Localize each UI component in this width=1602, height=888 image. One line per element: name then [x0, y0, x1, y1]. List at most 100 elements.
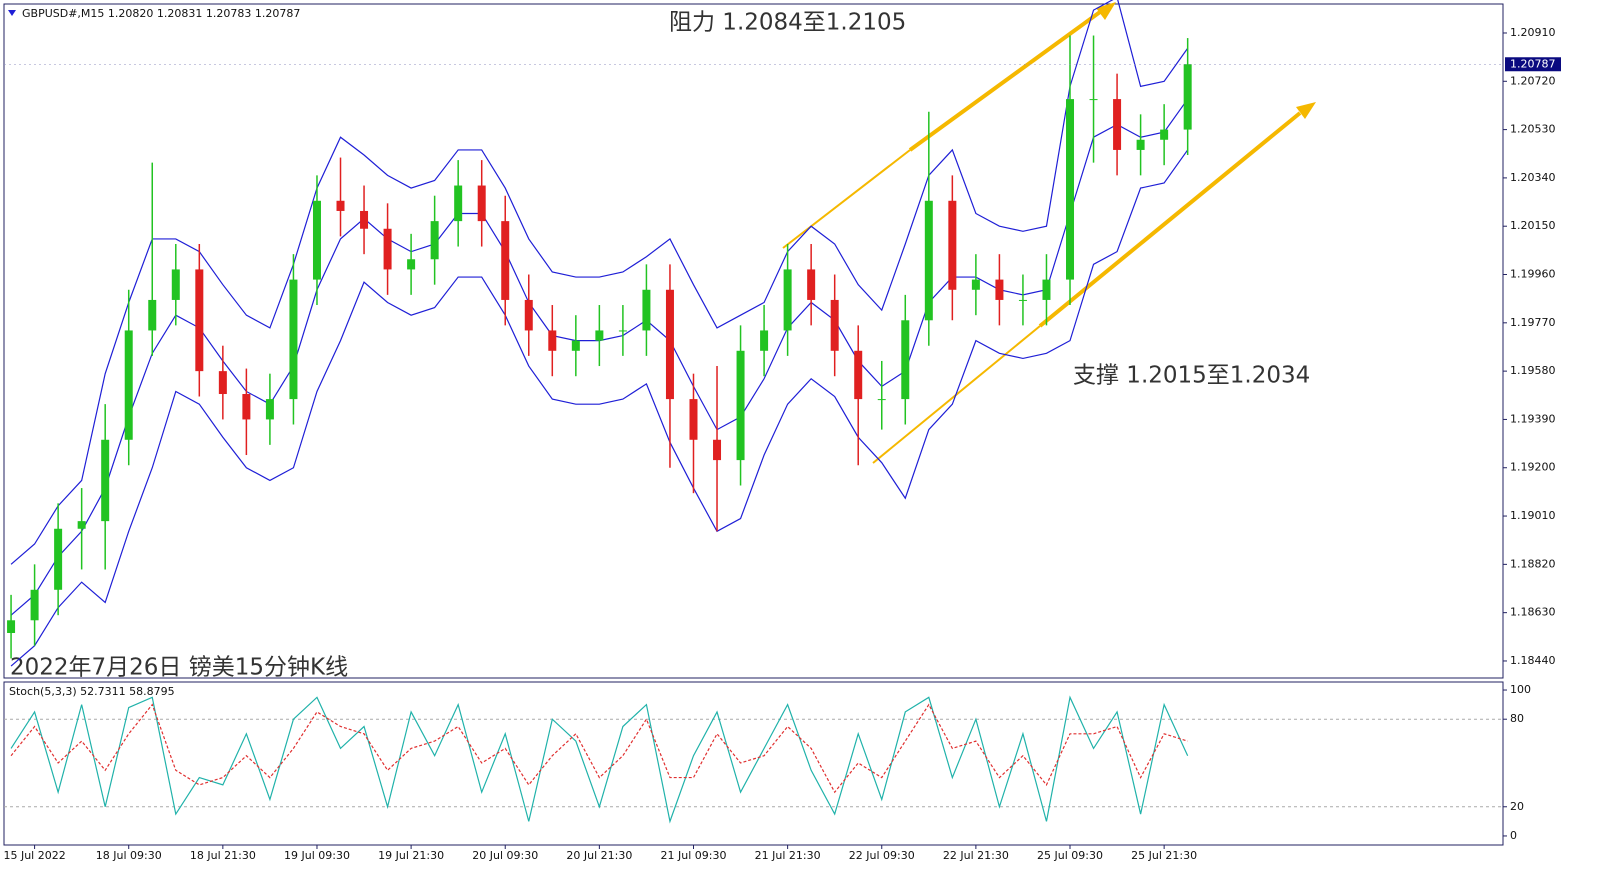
candle-body: [618, 330, 627, 332]
candle-body: [548, 330, 557, 351]
candle-body: [665, 289, 674, 400]
candle-body: [1183, 64, 1192, 130]
candle-body: [1113, 99, 1122, 150]
collapse-icon: [8, 10, 16, 16]
x-tick-label: 21 Jul 21:30: [755, 849, 821, 862]
candle-body: [1018, 299, 1027, 301]
price-tag-label: 1.20787: [1510, 57, 1556, 70]
chart-header: GBPUSD#,M15 1.20820 1.20831 1.20783 1.20…: [22, 7, 300, 20]
y-tick-label: 1.19580: [1510, 364, 1556, 377]
trend-lines: [782, 2, 1316, 464]
candle-body: [454, 185, 463, 222]
support-line: [1038, 111, 1302, 328]
candle-body: [407, 259, 416, 270]
x-tick-label: 22 Jul 21:30: [943, 849, 1009, 862]
y-tick-label: 1.18630: [1510, 606, 1556, 619]
x-tick-label: 18 Jul 21:30: [190, 849, 256, 862]
candle-body: [948, 200, 957, 290]
candle-body: [171, 269, 180, 300]
candle-body: [971, 279, 980, 290]
candle-body: [642, 289, 651, 331]
x-tick-label: 22 Jul 09:30: [849, 849, 915, 862]
y-tick-label: 0: [1510, 829, 1517, 842]
candle-body: [830, 299, 839, 351]
y-tick-label: 80: [1510, 712, 1524, 725]
candle-body: [571, 340, 580, 351]
x-tick-label: 15 Jul 2022: [3, 849, 65, 862]
candle-body: [1089, 99, 1098, 101]
y-tick-label: 1.20340: [1510, 171, 1556, 184]
candle-body: [54, 528, 63, 590]
x-tick-label: 25 Jul 21:30: [1131, 849, 1197, 862]
x-tick-label: 25 Jul 09:30: [1037, 849, 1103, 862]
support-note: 支撑 1.2015至1.2034: [1073, 363, 1310, 389]
resistance-line: [782, 149, 911, 249]
y-tick-label: 1.20720: [1510, 74, 1556, 87]
candle-body: [501, 221, 510, 300]
x-tick-label: 19 Jul 09:30: [284, 849, 350, 862]
x-tick-label: 19 Jul 21:30: [378, 849, 444, 862]
candle-body: [336, 200, 345, 211]
y-tick-label: 1.19770: [1510, 316, 1556, 329]
candle-body: [595, 330, 604, 341]
stoch-panel: [3, 681, 1504, 846]
y-tick-label: 20: [1510, 800, 1524, 813]
candle-body: [760, 330, 769, 351]
y-tick-label: 1.19200: [1510, 461, 1556, 474]
candle-body: [30, 589, 39, 621]
candle-body: [1160, 129, 1169, 140]
arrow-head: [1096, 2, 1116, 20]
candle-body: [1066, 99, 1075, 280]
candle-body: [101, 439, 110, 522]
x-tick-label: 18 Jul 09:30: [96, 849, 162, 862]
candle-body: [242, 394, 251, 420]
candle-body: [383, 228, 392, 270]
candle-body: [901, 320, 910, 400]
candle-body: [218, 371, 227, 395]
candle-body: [289, 279, 298, 400]
candle-body: [924, 200, 933, 321]
candle-body: [124, 330, 133, 440]
y-tick-label: 1.20150: [1510, 219, 1556, 232]
candle-body: [7, 620, 16, 633]
y-tick-label: 1.18440: [1510, 654, 1556, 667]
x-tick-label: 20 Jul 09:30: [472, 849, 538, 862]
candle-body: [265, 399, 274, 420]
x-tick-label: 20 Jul 21:30: [566, 849, 632, 862]
y-tick-label: 1.19010: [1510, 509, 1556, 522]
stoch-header: Stoch(5,3,3) 52.7311 58.8795: [9, 685, 175, 698]
candle-body: [77, 521, 86, 529]
candle-body: [360, 210, 369, 229]
candle-body: [430, 221, 439, 260]
candle-body: [524, 299, 533, 331]
candle-body: [736, 350, 745, 461]
price-tag: [1505, 57, 1561, 72]
candle-body: [689, 399, 698, 440]
y-tick-label: 100: [1510, 683, 1531, 696]
y-tick-label: 1.20530: [1510, 123, 1556, 136]
candle-body: [854, 350, 863, 400]
y-tick-label: 1.20910: [1510, 26, 1556, 39]
candle-body: [877, 399, 886, 401]
candle-body: [312, 200, 321, 280]
stoch-line: [10, 703, 1188, 794]
chart-caption: 2022年7月26日 镑美15分钟K线: [10, 655, 348, 681]
candle-body: [148, 299, 157, 331]
resistance-note: 阻力 1.2084至1.2105: [669, 10, 906, 36]
bollinger-band: [10, 0, 1189, 565]
candle-body: [995, 279, 1004, 300]
main-panel: [3, 3, 1504, 679]
candle-body: [477, 185, 486, 222]
candle-body: [1042, 279, 1051, 300]
candle-body: [807, 269, 816, 300]
stoch-line: [10, 695, 1189, 824]
candle-body: [783, 269, 792, 331]
candle-body: [195, 269, 204, 372]
y-tick-label: 1.18820: [1510, 557, 1556, 570]
y-tick-label: 1.19390: [1510, 412, 1556, 425]
resistance-line: [908, 10, 1102, 152]
candle-body: [713, 439, 722, 461]
x-tick-label: 21 Jul 09:30: [661, 849, 727, 862]
